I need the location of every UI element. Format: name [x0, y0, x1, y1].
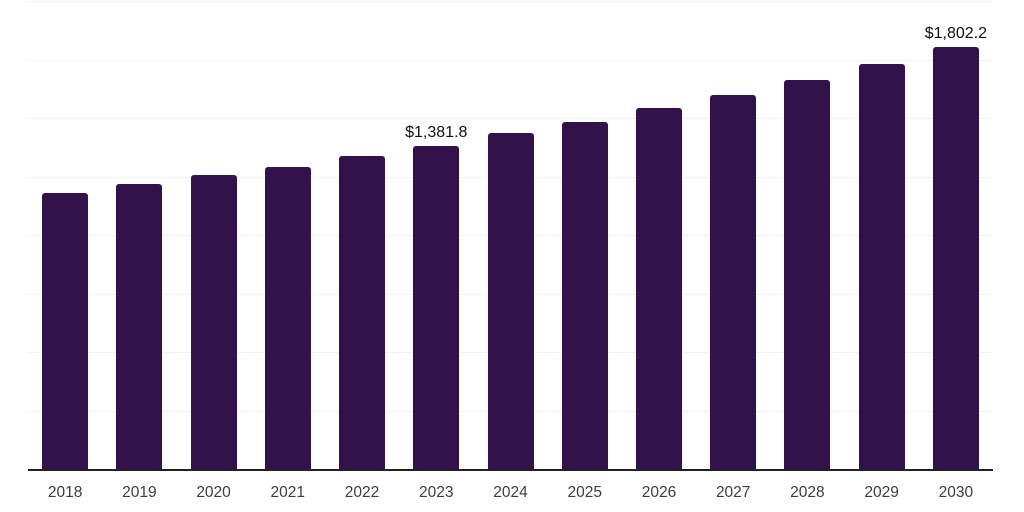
- bar-2019: [116, 183, 163, 469]
- value-label-2030: $1,802.2: [924, 25, 988, 43]
- bar-2018: [42, 192, 89, 469]
- x-tick-label-2027: 2027: [715, 484, 751, 501]
- x-tick-label-2023: 2023: [419, 484, 454, 501]
- x-tick-label-2026: 2026: [641, 484, 677, 501]
- x-tick-label-2029: 2029: [864, 484, 899, 501]
- gridline-2000: [28, 1, 993, 2]
- x-tick-label-2030: 2030: [938, 484, 974, 501]
- gridline-1750: [28, 59, 993, 61]
- x-tick-label-2018: 2018: [47, 484, 83, 501]
- x-tick-label-2019: 2019: [122, 484, 157, 501]
- bar-2029: [858, 63, 905, 469]
- bar-2020: [190, 174, 237, 469]
- bar-2027: [710, 94, 757, 469]
- x-tick-label-2022: 2022: [344, 484, 380, 501]
- bar-2022: [339, 155, 386, 469]
- bar-2023: [413, 145, 460, 469]
- bar-2024: [487, 132, 534, 469]
- bar-2021: [264, 166, 311, 469]
- value-label-2023: $1,381.8: [405, 123, 468, 141]
- x-tick-label-2025: 2025: [567, 484, 602, 501]
- bar-2030: [932, 47, 979, 469]
- bar-2028: [784, 79, 831, 469]
- x-tick-label-2020: 2020: [196, 484, 231, 501]
- x-tick-label-2024: 2024: [493, 484, 528, 501]
- x-tick-label-2028: 2028: [790, 484, 825, 501]
- x-tick-label-2021: 2021: [270, 484, 306, 501]
- x-axis-line: [28, 469, 993, 471]
- gridline-1500: [28, 118, 993, 119]
- bar-2025: [561, 121, 608, 469]
- bar-2026: [635, 107, 682, 469]
